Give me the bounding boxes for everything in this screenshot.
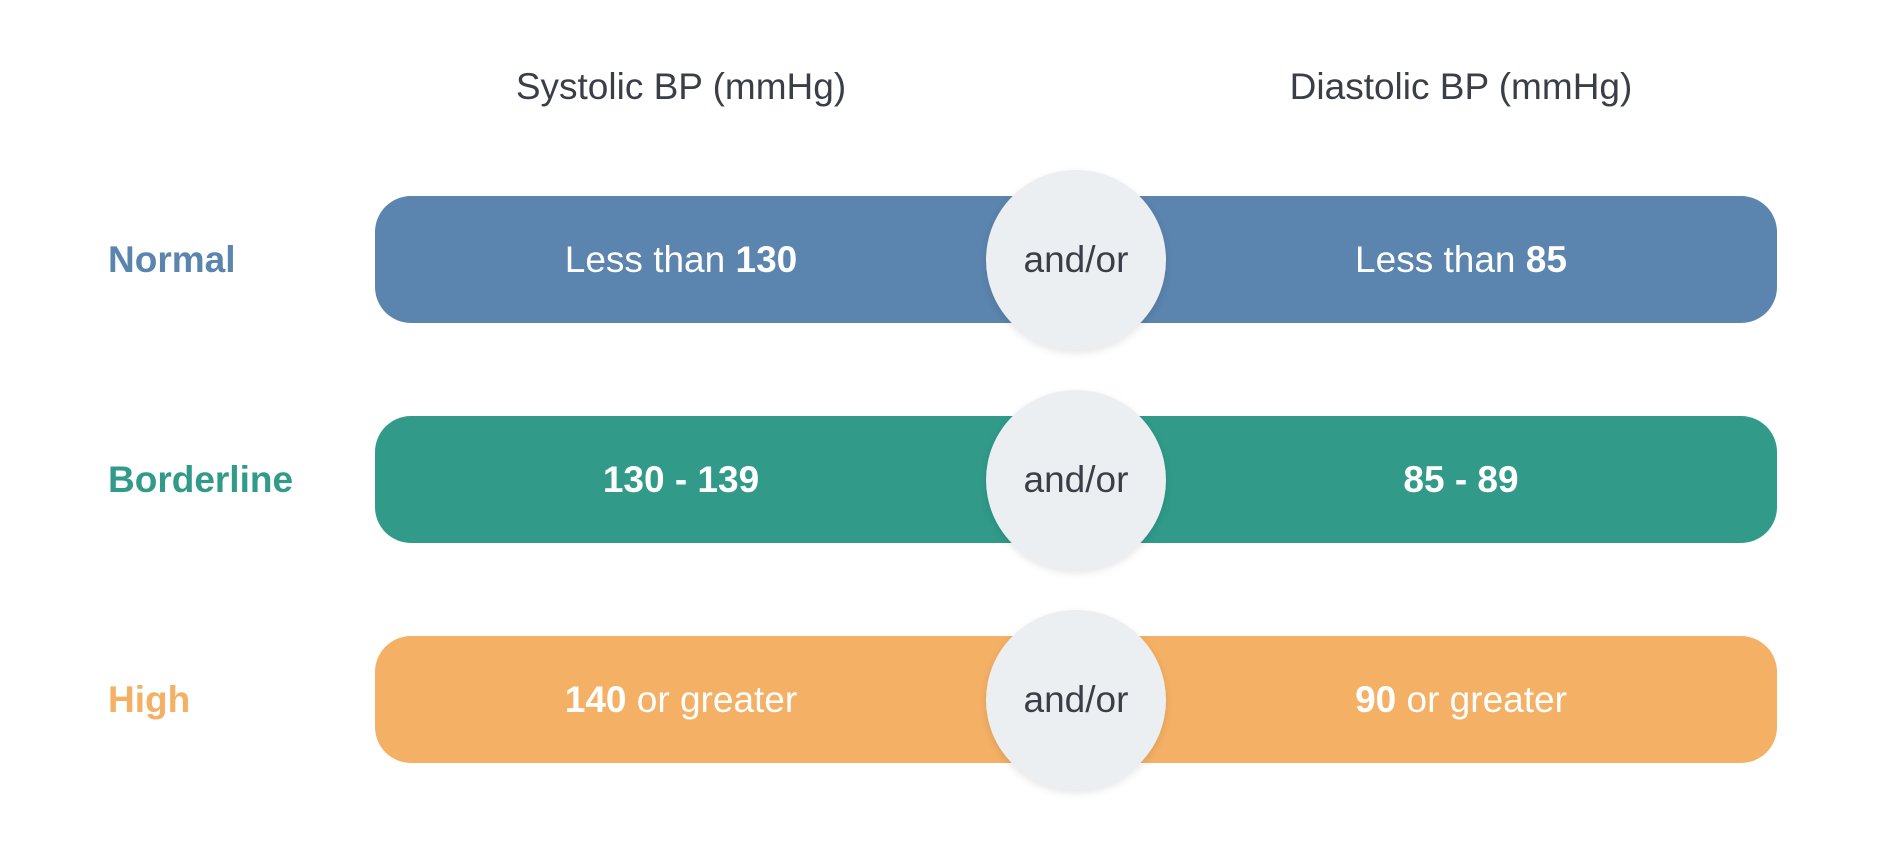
systolic-range: 140 or greater [375, 636, 987, 763]
diastolic-suffix: or greater [1396, 679, 1567, 720]
category-row-borderline: Borderline 130 - 139 85 - 89 and/or [0, 390, 1881, 570]
and-or-connector: and/or [986, 390, 1166, 570]
systolic-prefix: Less than [564, 239, 736, 280]
diastolic-value: 85 [1525, 239, 1567, 280]
systolic-value: 140 [564, 679, 627, 720]
diastolic-range: Less than 85 [1155, 196, 1767, 323]
category-label: High [108, 679, 191, 720]
diastolic-range: 85 - 89 [1155, 416, 1767, 543]
systolic-range: 130 - 139 [375, 416, 987, 543]
systolic-column-header: Systolic BP (mmHg) [515, 66, 847, 107]
and-or-connector: and/or [986, 610, 1166, 790]
category-label: Borderline [108, 459, 294, 500]
systolic-value: 130 [735, 239, 798, 280]
systolic-range: Less than 130 [375, 196, 987, 323]
diastolic-range: 90 or greater [1155, 636, 1767, 763]
diastolic-column-header: Diastolic BP (mmHg) [1289, 66, 1633, 107]
category-row-normal: Normal Less than 130 Less than 85 and/or [0, 170, 1881, 350]
systolic-suffix: or greater [626, 679, 798, 720]
and-or-connector: and/or [986, 170, 1166, 350]
diastolic-value: 85 - 89 [1403, 459, 1519, 500]
diastolic-value: 90 [1355, 679, 1397, 720]
category-row-high: High 140 or greater 90 or greater and/or [0, 610, 1881, 790]
category-label: Normal [108, 239, 236, 280]
systolic-value: 130 - 139 [602, 459, 760, 500]
diastolic-prefix: Less than [1355, 239, 1526, 280]
